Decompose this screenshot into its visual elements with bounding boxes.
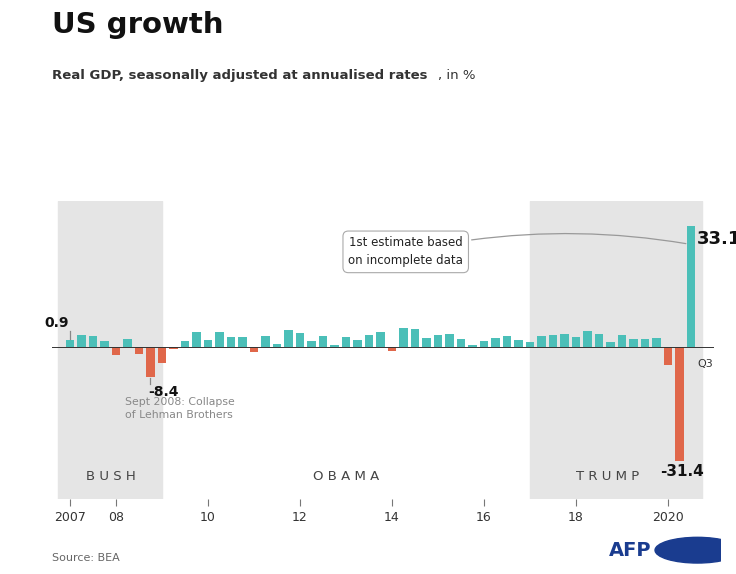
Bar xyxy=(560,333,569,347)
Bar xyxy=(112,347,120,355)
Bar xyxy=(100,342,109,347)
Bar xyxy=(158,347,166,363)
Bar xyxy=(204,340,212,347)
Text: -8.4: -8.4 xyxy=(148,385,179,399)
Text: Sept 2008: Collapse
of Lehman Brothers: Sept 2008: Collapse of Lehman Brothers xyxy=(125,397,235,420)
Bar xyxy=(422,338,431,347)
Bar xyxy=(364,335,373,347)
Bar xyxy=(664,347,672,364)
Bar xyxy=(456,339,465,347)
Bar xyxy=(583,331,592,347)
Text: -31.4: -31.4 xyxy=(660,464,704,479)
Bar xyxy=(399,328,408,347)
Bar xyxy=(652,338,661,347)
Bar xyxy=(530,201,702,499)
Bar xyxy=(169,347,178,348)
Bar xyxy=(192,332,201,347)
Bar xyxy=(123,339,132,347)
Bar xyxy=(503,336,512,347)
Bar xyxy=(595,334,604,347)
Text: 0.9: 0.9 xyxy=(45,316,69,330)
Bar xyxy=(434,335,442,347)
Bar xyxy=(319,336,328,347)
Bar xyxy=(491,338,500,347)
Bar xyxy=(526,342,534,347)
Bar xyxy=(445,335,454,347)
Text: 33.1: 33.1 xyxy=(697,230,736,247)
Bar xyxy=(180,341,189,347)
Text: Real GDP, seasonally adjusted at annualised rates: Real GDP, seasonally adjusted at annuali… xyxy=(52,69,427,82)
Bar xyxy=(77,335,86,347)
Bar xyxy=(537,336,546,347)
Bar xyxy=(307,341,316,347)
Bar xyxy=(675,347,684,461)
Bar xyxy=(514,340,523,347)
Bar xyxy=(376,332,385,347)
Text: Source: BEA: Source: BEA xyxy=(52,553,119,563)
Bar xyxy=(330,344,339,347)
Text: B U S H: B U S H xyxy=(86,470,136,483)
Bar xyxy=(215,332,224,347)
Text: AFP: AFP xyxy=(609,541,651,560)
Bar xyxy=(296,333,304,347)
Bar xyxy=(572,338,580,347)
Bar xyxy=(238,338,247,347)
Bar xyxy=(342,337,350,347)
Bar xyxy=(58,201,162,499)
Bar xyxy=(640,339,649,347)
Bar xyxy=(66,340,74,347)
Text: O B A M A: O B A M A xyxy=(313,470,379,483)
Bar xyxy=(606,343,615,347)
Bar xyxy=(687,226,696,347)
Bar xyxy=(618,335,626,347)
Bar xyxy=(250,347,258,352)
Bar xyxy=(272,344,281,347)
Bar xyxy=(227,337,236,347)
Text: 1st estimate based
on incomplete data: 1st estimate based on incomplete data xyxy=(348,234,686,267)
Bar xyxy=(548,335,557,347)
Bar xyxy=(388,347,396,351)
Circle shape xyxy=(655,537,736,563)
Text: , in %: , in % xyxy=(438,69,475,82)
Bar xyxy=(629,339,638,347)
Bar xyxy=(468,345,477,347)
Text: US growth: US growth xyxy=(52,11,223,40)
Bar xyxy=(261,336,270,347)
Bar xyxy=(480,341,488,347)
Bar xyxy=(411,329,420,347)
Bar xyxy=(135,347,144,354)
Bar xyxy=(88,336,97,347)
Bar xyxy=(146,347,155,377)
Bar xyxy=(284,329,293,347)
Bar xyxy=(353,340,362,347)
Text: T R U M P: T R U M P xyxy=(576,470,640,483)
Text: Q3: Q3 xyxy=(697,359,712,369)
